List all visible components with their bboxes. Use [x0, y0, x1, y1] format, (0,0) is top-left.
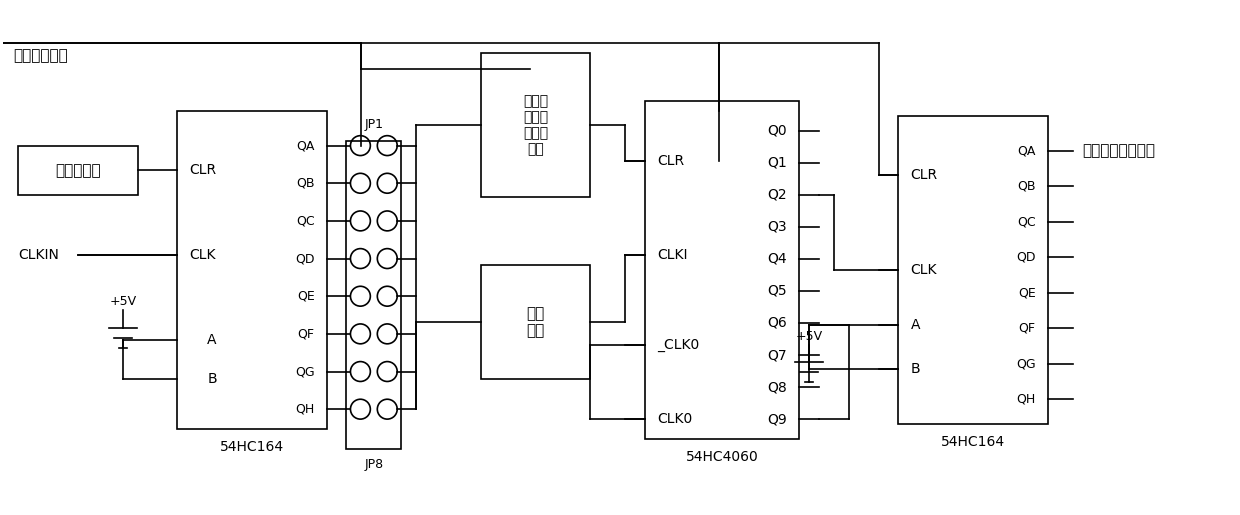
Text: QG: QG: [1016, 357, 1035, 370]
Bar: [19, 146, 138, 195]
Text: CLK0: CLK0: [657, 412, 692, 426]
Text: 清除看
门狗信
号合并
逻辑: 清除看 门狗信 号合并 逻辑: [523, 94, 548, 157]
Text: A: A: [910, 318, 920, 332]
Text: Q1: Q1: [768, 156, 787, 170]
Text: QF: QF: [298, 328, 315, 340]
Text: Q6: Q6: [768, 316, 787, 330]
Bar: [899, 116, 1048, 424]
Text: QH: QH: [1017, 393, 1035, 406]
Text: CLK: CLK: [190, 248, 216, 262]
Text: CLR: CLR: [657, 153, 684, 167]
Text: CLR: CLR: [190, 163, 217, 178]
Text: QA: QA: [296, 139, 315, 152]
Text: QH: QH: [295, 403, 315, 416]
Text: QG: QG: [295, 365, 315, 378]
Text: CLK: CLK: [910, 263, 937, 277]
Text: 54HC164: 54HC164: [941, 435, 1006, 449]
Bar: [481, 265, 590, 380]
Text: _CLK0: _CLK0: [657, 337, 699, 352]
Text: QE: QE: [1018, 286, 1035, 299]
Text: 54HC4060: 54HC4060: [686, 450, 759, 464]
Text: QC: QC: [296, 214, 315, 228]
Text: 阻容
网络: 阻容 网络: [526, 306, 544, 338]
Text: Q9: Q9: [768, 412, 787, 426]
Text: JP1: JP1: [365, 118, 383, 131]
Text: QA: QA: [1017, 144, 1035, 157]
Text: +5V: +5V: [109, 295, 136, 308]
Text: A: A: [207, 333, 217, 347]
Text: B: B: [207, 372, 217, 386]
Text: CLKI: CLKI: [657, 248, 687, 262]
Text: QD: QD: [295, 252, 315, 265]
Text: 软件写操作: 软件写操作: [55, 163, 100, 178]
Text: Q4: Q4: [768, 252, 787, 266]
Text: Q7: Q7: [768, 348, 787, 362]
Bar: [481, 53, 590, 197]
Text: Q8: Q8: [768, 380, 787, 394]
Text: Q3: Q3: [768, 220, 787, 234]
Text: CLKIN: CLKIN: [19, 248, 60, 262]
Bar: [645, 101, 799, 439]
Text: QE: QE: [296, 290, 315, 303]
Text: QF: QF: [1019, 322, 1035, 335]
Text: Q5: Q5: [768, 284, 787, 298]
Text: QC: QC: [1017, 215, 1035, 228]
Text: 上电复位信号: 上电复位信号: [14, 48, 68, 63]
Bar: [346, 141, 402, 449]
Text: Q2: Q2: [768, 188, 787, 202]
Text: JP8: JP8: [365, 458, 383, 471]
Text: B: B: [910, 363, 920, 376]
Text: 54HC164: 54HC164: [219, 440, 284, 454]
Text: QB: QB: [296, 177, 315, 190]
Text: CLR: CLR: [910, 168, 937, 182]
Text: Q0: Q0: [768, 124, 787, 138]
Text: +5V: +5V: [795, 330, 822, 343]
Text: 二次狗咬切机指令: 二次狗咬切机指令: [1083, 143, 1156, 158]
Bar: [177, 111, 326, 429]
Text: QB: QB: [1017, 180, 1035, 193]
Text: QD: QD: [1017, 251, 1035, 264]
